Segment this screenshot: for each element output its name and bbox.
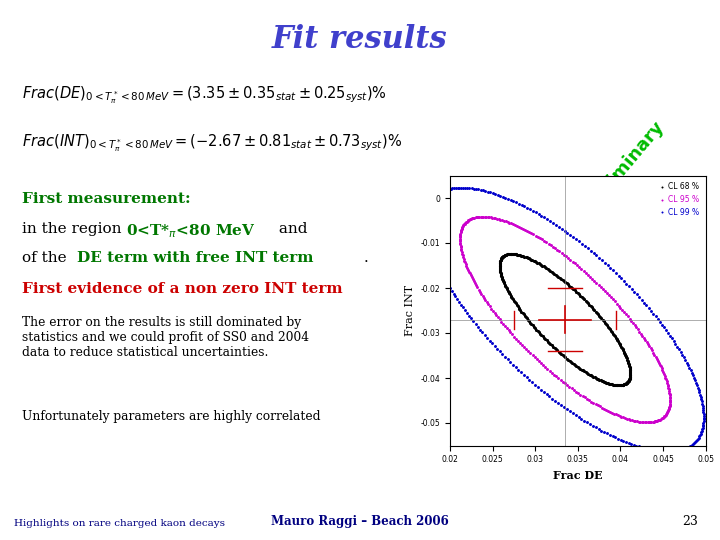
Y-axis label: Frac INT: Frac INT (405, 285, 415, 336)
Text: Mauro Raggi – Beach 2006: Mauro Raggi – Beach 2006 (271, 515, 449, 528)
Text: Preliminary: Preliminary (578, 117, 667, 218)
Text: Highlights on rare charged kaon decays: Highlights on rare charged kaon decays (14, 519, 225, 528)
Text: The error on the results is still dominated by
statistics and we could profit of: The error on the results is still domina… (22, 316, 309, 359)
Text: Fit results: Fit results (272, 24, 448, 55)
Text: 0<T*$_\pi$<80 MeV: 0<T*$_\pi$<80 MeV (126, 222, 256, 240)
Text: 23: 23 (683, 515, 698, 528)
Text: of the: of the (22, 251, 71, 265)
Text: .: . (364, 251, 369, 265)
Text: Unfortunately parameters are highly correlated: Unfortunately parameters are highly corr… (22, 410, 320, 423)
X-axis label: Frac DE: Frac DE (553, 470, 603, 481)
Text: in the region: in the region (22, 222, 126, 237)
Text: and: and (274, 222, 307, 237)
Text: DE term with free INT term: DE term with free INT term (77, 251, 313, 265)
Text: First evidence of a non zero INT term: First evidence of a non zero INT term (22, 282, 342, 296)
Legend: CL 68 %, CL 95 %, CL 99 %: CL 68 %, CL 95 %, CL 99 % (656, 179, 702, 220)
Text: First measurement:: First measurement: (22, 192, 190, 206)
Text: $\mathit{Frac(DE)}_{0<T^*_\pi<80\,MeV}= (3.35 \pm 0.35_{\mathit{stat}} \pm 0.25_: $\mathit{Frac(DE)}_{0<T^*_\pi<80\,MeV}= … (22, 84, 387, 105)
Text: $\mathit{Frac(INT)}_{0<T^*_\pi<80\,MeV}= (-2.67 \pm 0.81_{\mathit{stat}} \pm 0.7: $\mathit{Frac(INT)}_{0<T^*_\pi<80\,MeV}=… (22, 132, 402, 154)
